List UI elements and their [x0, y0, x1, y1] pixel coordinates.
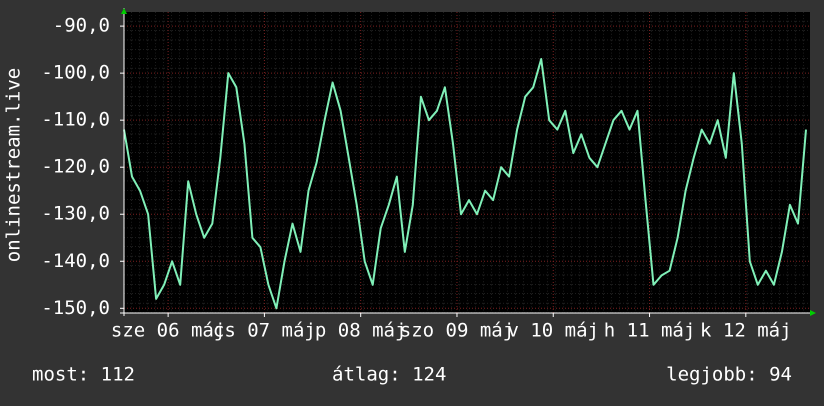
summary-best: legjobb: 94 — [666, 364, 792, 386]
x-tick-label: p 08 máj — [315, 320, 407, 342]
x-tick-label: sze 06 máj — [111, 320, 225, 342]
summary-average: átlag: 124 — [332, 364, 446, 386]
minor-grid — [124, 12, 810, 313]
x-tick-label: v 10 máj — [507, 320, 599, 342]
y-tick-label: -140,0 — [41, 250, 110, 272]
y-tick-label: -100,0 — [41, 62, 110, 84]
y-tick-label: -120,0 — [41, 156, 110, 178]
lines — [123, 58, 807, 310]
y-tick-label: -90,0 — [53, 15, 110, 37]
series-line — [123, 58, 807, 310]
y-tick-label: -110,0 — [41, 109, 110, 131]
x-tick-label: szo 09 máj — [400, 320, 514, 342]
grid — [124, 12, 810, 313]
y-axis-title: onlinestream.live — [3, 68, 25, 262]
summary-current: most: 112 — [32, 364, 135, 386]
x-tick-label: k 12 máj — [700, 320, 792, 342]
y-tick-label: -150,0 — [41, 297, 110, 319]
x-arrow — [810, 310, 816, 316]
x-tick-label: h 11 máj — [604, 320, 696, 342]
x-tick-label: cs 07 máj — [213, 320, 316, 342]
y-arrow — [121, 8, 127, 14]
y-tick-label: -130,0 — [41, 203, 110, 225]
